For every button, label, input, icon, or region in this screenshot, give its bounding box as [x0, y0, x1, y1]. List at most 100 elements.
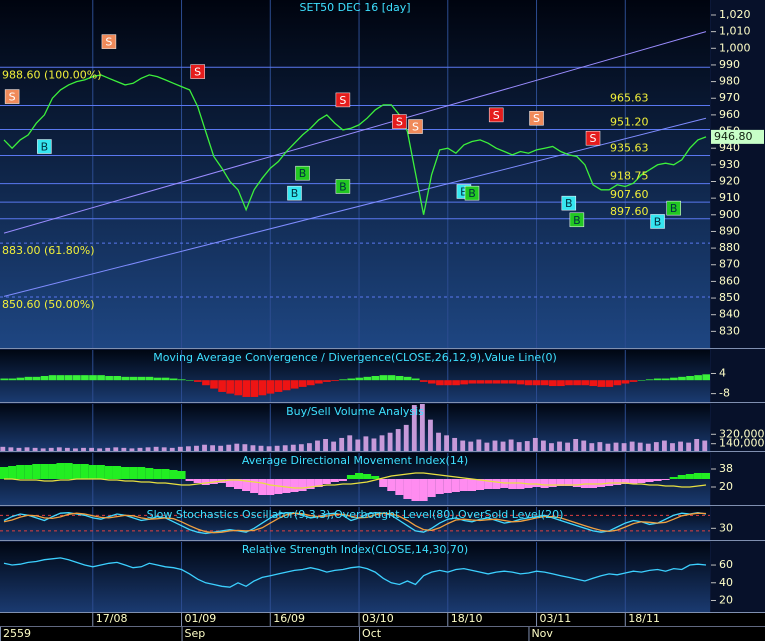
- bar: [613, 442, 619, 451]
- period-label: Nov: [531, 627, 553, 640]
- spread-bar: [427, 479, 436, 497]
- bar: [298, 380, 307, 387]
- bar: [589, 443, 595, 451]
- y-tick-label: 880: [719, 241, 740, 254]
- spread-bar: [32, 464, 41, 479]
- bar: [516, 380, 525, 385]
- bar: [581, 440, 587, 451]
- bar: [24, 447, 30, 451]
- bar: [492, 440, 498, 451]
- signal-marker: [585, 130, 601, 146]
- bar: [355, 377, 364, 381]
- bar: [56, 375, 65, 381]
- spread-bar: [314, 479, 323, 487]
- spread-bar: [467, 479, 477, 491]
- bar: [250, 380, 259, 397]
- bar: [436, 432, 441, 451]
- bar: [419, 404, 425, 451]
- bar: [653, 378, 662, 381]
- bar: [678, 441, 683, 451]
- series-line: [3, 74, 707, 215]
- bar: [363, 436, 369, 451]
- spread-bar: [637, 479, 646, 483]
- spread-bar: [548, 479, 557, 487]
- signal-marker: [408, 119, 423, 134]
- bar: [387, 375, 396, 381]
- bar: [468, 441, 474, 451]
- bar: [16, 377, 25, 381]
- bar: [218, 380, 226, 392]
- bar: [185, 446, 191, 451]
- spread-bar: [104, 466, 113, 479]
- bar: [202, 444, 207, 451]
- bar: [210, 445, 216, 451]
- spread-bar: [338, 479, 347, 481]
- plot-area: [0, 374, 710, 397]
- y-tick-label: 4: [719, 366, 726, 379]
- bar: [702, 440, 708, 451]
- bar: [242, 444, 248, 451]
- bar: [670, 443, 675, 451]
- bar: [226, 444, 232, 451]
- bar: [234, 380, 243, 396]
- panel-title: Average Directional Movement Index(14): [242, 454, 468, 467]
- spread-bar: [121, 467, 130, 479]
- spread-bar: [16, 465, 25, 479]
- bar: [557, 380, 565, 387]
- bar: [419, 380, 428, 382]
- bar: [621, 380, 630, 384]
- bar: [452, 380, 460, 386]
- series-line: [3, 557, 707, 588]
- spread-bar: [225, 479, 234, 487]
- signal-marker: [295, 165, 310, 181]
- bar: [678, 376, 686, 381]
- y-tick-label: 930: [719, 158, 740, 171]
- bar: [274, 445, 280, 451]
- bar: [16, 447, 22, 451]
- signal-label: S: [396, 116, 403, 129]
- spread-bar: [322, 479, 331, 484]
- bar: [428, 380, 436, 384]
- y-tick-label: -8: [719, 387, 730, 400]
- bar: [97, 448, 103, 451]
- bar: [653, 442, 659, 451]
- bar: [589, 380, 598, 387]
- spread-bar: [645, 479, 654, 482]
- bar: [8, 378, 17, 381]
- y-tick-label: 60: [719, 558, 733, 571]
- x-tick-label: 03/10: [362, 612, 394, 625]
- bar: [177, 379, 186, 381]
- bar: [0, 446, 6, 451]
- bar: [686, 376, 694, 381]
- signal-label: S: [194, 66, 201, 79]
- x-tick-label: 16/09: [273, 612, 305, 625]
- bar: [540, 440, 546, 451]
- bar: [661, 378, 670, 381]
- spread-bar: [556, 479, 565, 486]
- y-tick-label: 940: [719, 141, 740, 154]
- spread-bar: [8, 466, 17, 479]
- bar: [48, 375, 57, 381]
- bar: [379, 435, 385, 451]
- bar: [524, 441, 530, 451]
- y-tick-label: 20: [719, 480, 733, 493]
- spread-bar: [145, 468, 154, 479]
- bar: [468, 380, 477, 384]
- plot-area: [0, 512, 710, 535]
- bar: [573, 438, 579, 451]
- y-tick-label: 970: [719, 91, 740, 104]
- signal-marker: [650, 214, 665, 229]
- signal-label: B: [460, 185, 468, 198]
- bar: [137, 376, 146, 381]
- bar: [532, 437, 538, 451]
- bar: [306, 380, 315, 386]
- trend-line: [3, 31, 707, 234]
- bar: [282, 380, 291, 391]
- panel-title: Relative Strength Index(CLOSE,14,30,70): [242, 543, 468, 556]
- period-label: Sep: [185, 627, 206, 640]
- signal-marker: [101, 34, 117, 49]
- bar: [387, 432, 393, 451]
- spread-bar: [185, 479, 194, 481]
